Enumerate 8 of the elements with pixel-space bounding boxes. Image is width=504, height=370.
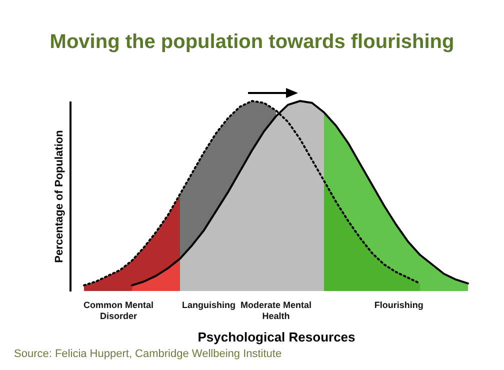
chart-title: Moving the population towards flourishing (50, 31, 454, 53)
y-axis-title: Percentage of Population (54, 130, 66, 263)
text: Flourishing (373, 300, 424, 311)
text: Moderate Mental Health (239, 300, 312, 322)
text: Languishing (182, 300, 236, 310)
source-note: Source: Felicia Huppert, Cambridge Wellbeing Institute (14, 348, 282, 360)
text: Common Mental Disorder (82, 300, 155, 322)
x-axis-title: Psychological Resources (198, 330, 356, 344)
